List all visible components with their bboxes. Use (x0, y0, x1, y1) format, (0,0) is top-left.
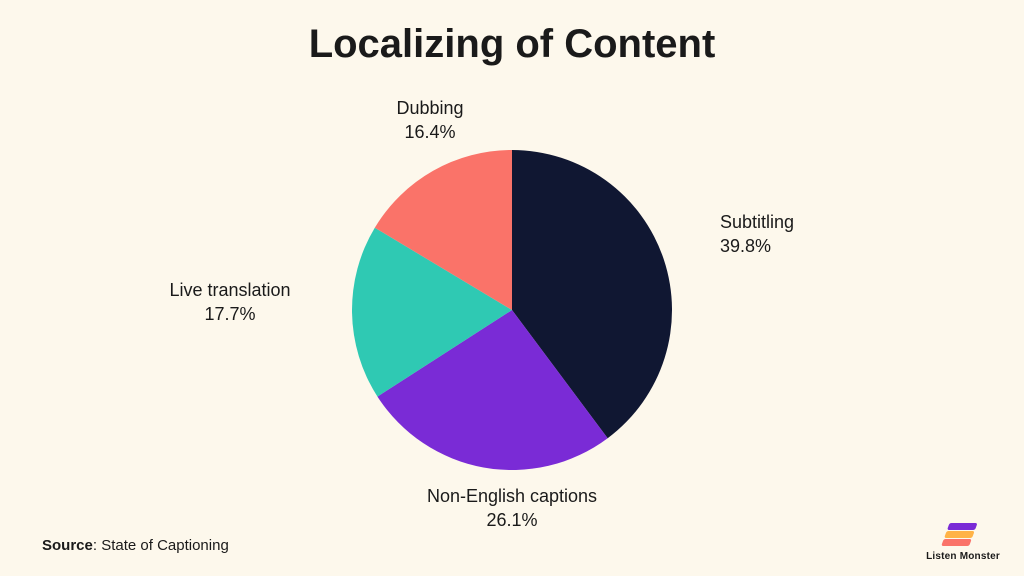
chart-canvas: Localizing of Content Subtitling 39.8% N… (0, 0, 1024, 576)
logo-mark-icon (939, 519, 987, 549)
logo-bar-0 (947, 523, 978, 530)
slice-label-0: Subtitling 39.8% (720, 210, 794, 259)
slice-pct: 17.7% (169, 302, 290, 326)
slice-label-3: Dubbing 16.4% (396, 96, 463, 145)
pie-chart (352, 150, 672, 470)
slice-name: Live translation (169, 278, 290, 302)
slice-name: Non-English captions (427, 484, 597, 508)
source-prefix: Source (42, 537, 93, 554)
pie-svg (352, 150, 672, 470)
logo-bar-1 (944, 531, 975, 538)
slice-label-2: Live translation 17.7% (169, 278, 290, 327)
source-text: State of Captioning (101, 537, 229, 554)
slice-name: Dubbing (396, 96, 463, 120)
logo-text: Listen Monster (926, 551, 1000, 562)
slice-label-1: Non-English captions 26.1% (427, 484, 597, 533)
slice-pct: 39.8% (720, 234, 794, 258)
slice-pct: 26.1% (427, 508, 597, 532)
chart-title: Localizing of Content (0, 22, 1024, 67)
slice-pct: 16.4% (396, 120, 463, 144)
logo-bar-2 (941, 539, 972, 546)
source-line: Source: State of Captioning (42, 537, 229, 554)
slice-name: Subtitling (720, 210, 794, 234)
brand-logo: Listen Monster (926, 519, 1000, 562)
